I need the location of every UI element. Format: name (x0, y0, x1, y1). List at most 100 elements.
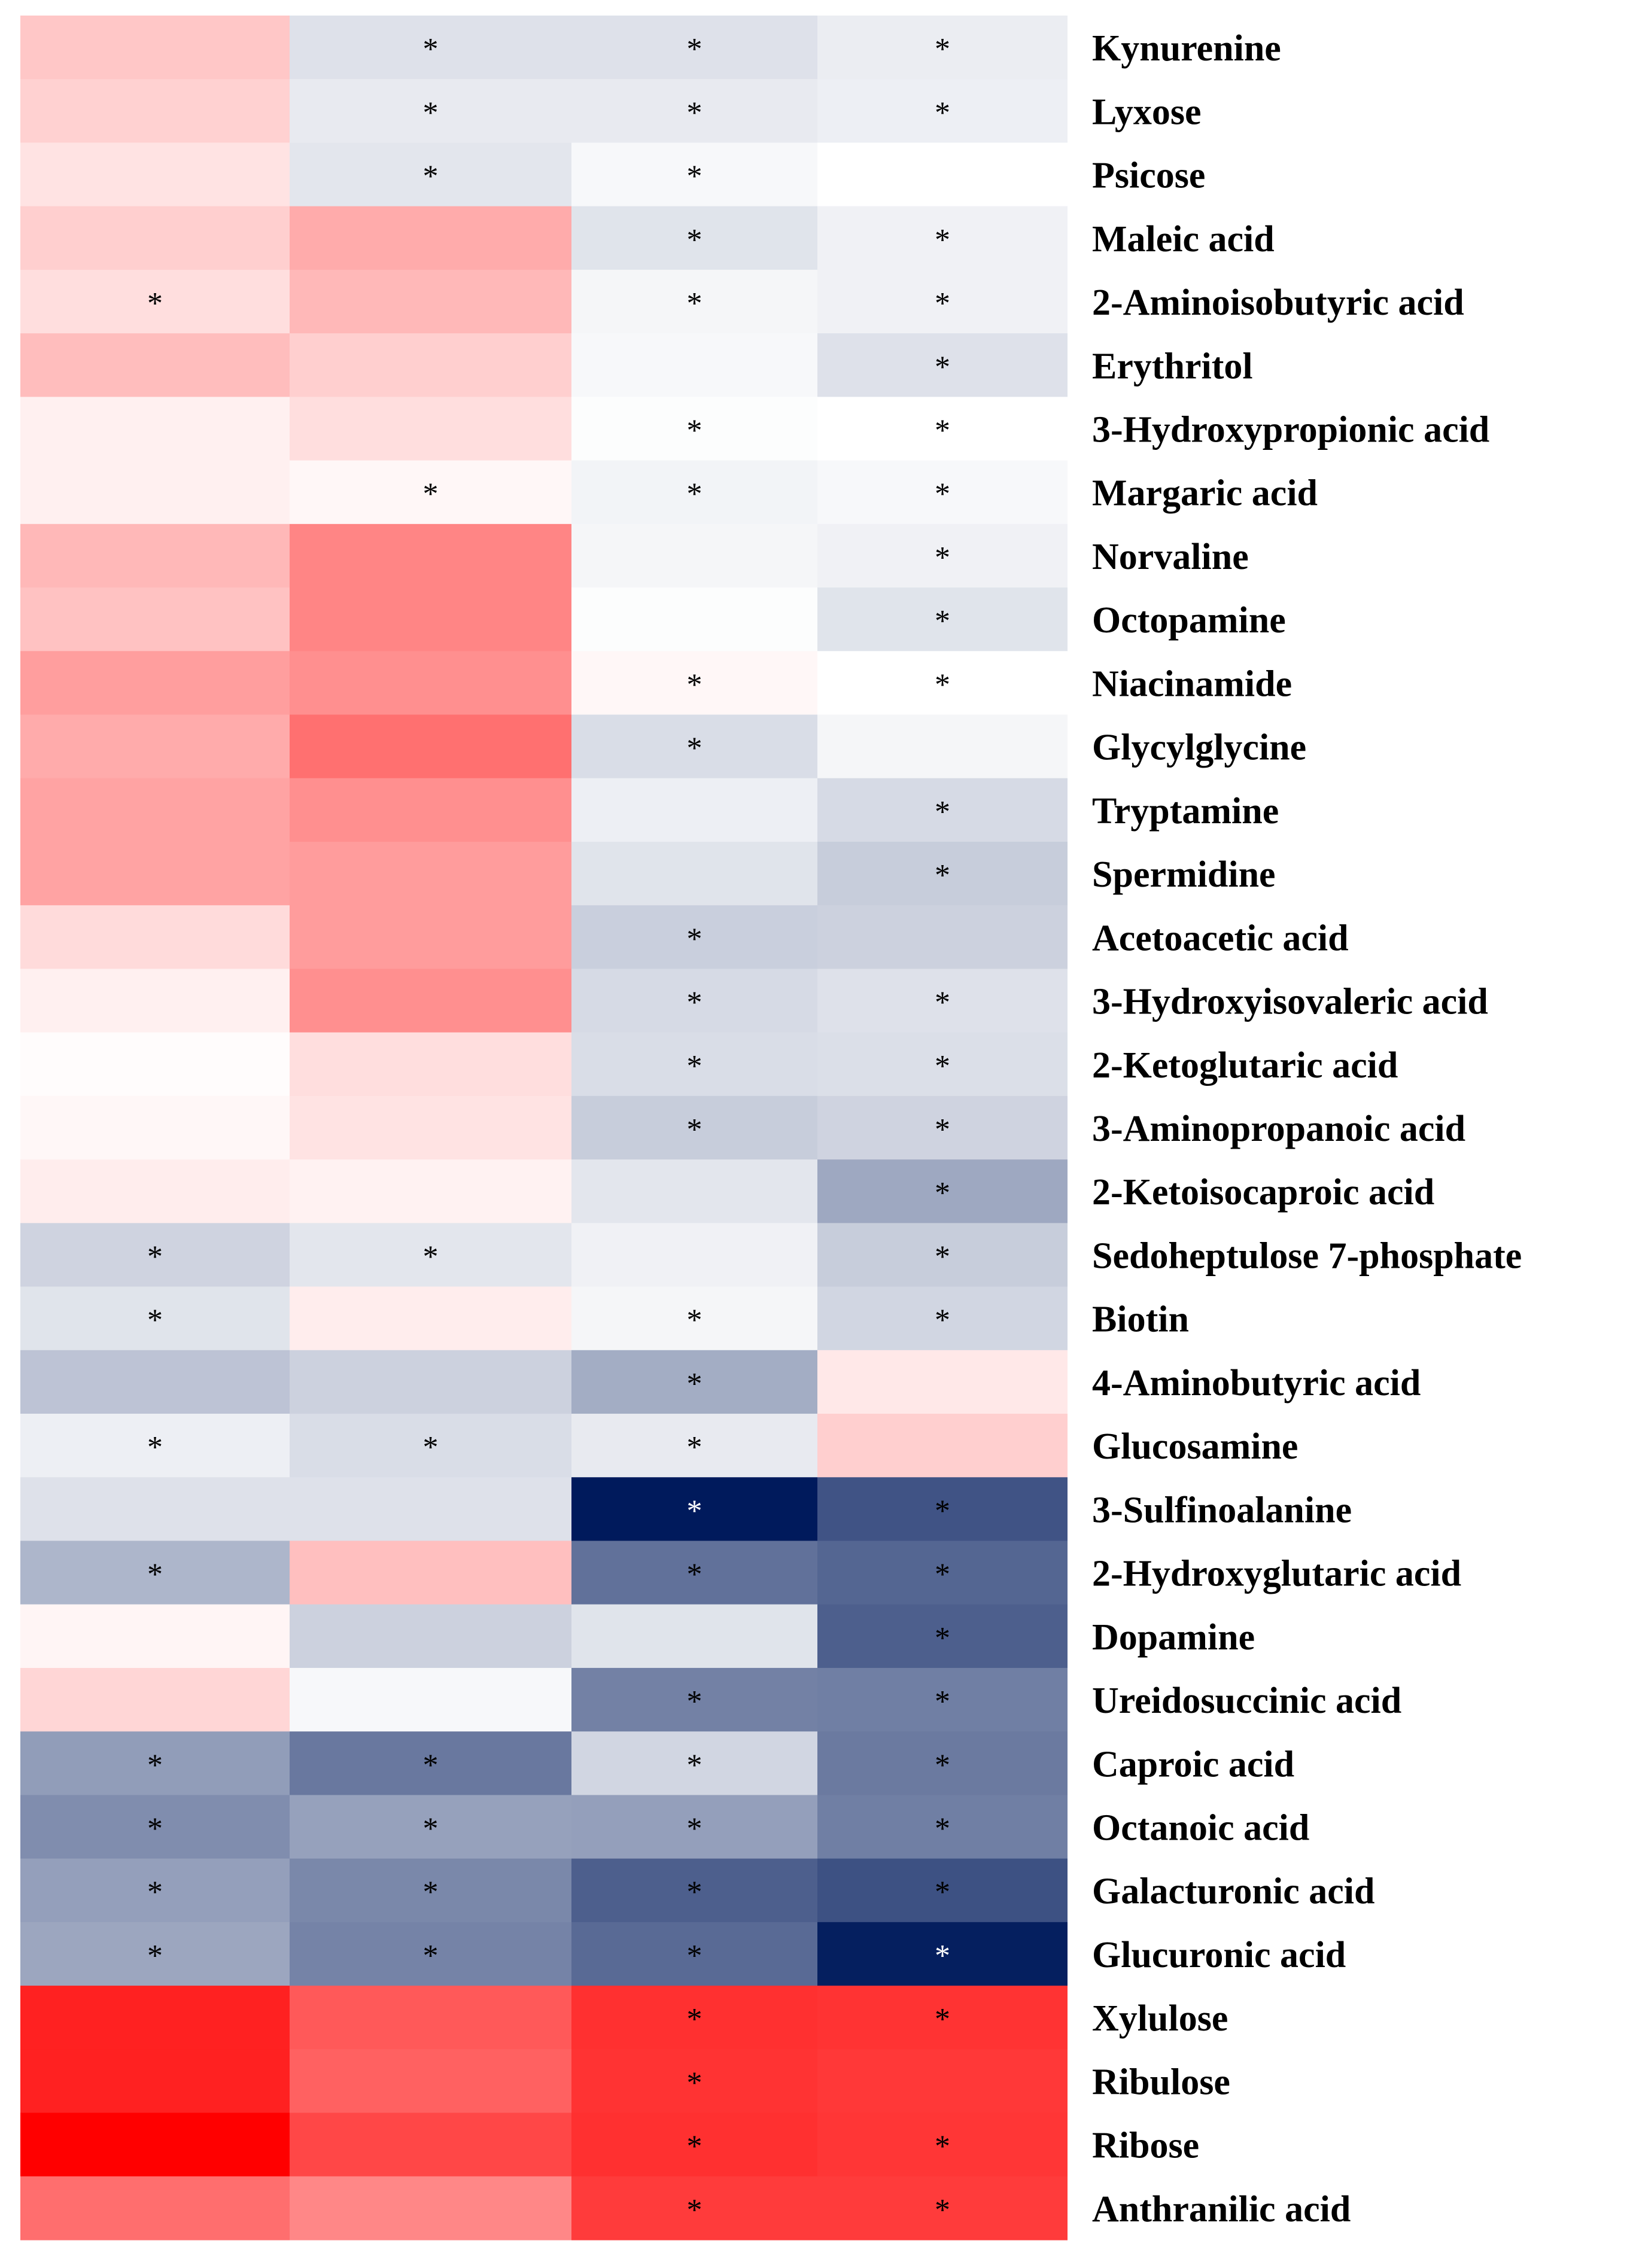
heatmap-cell (20, 79, 290, 144)
significance-marker: * (423, 32, 439, 66)
heatmap-cell (571, 1032, 817, 1097)
significance-marker: * (935, 1558, 950, 1592)
significance-marker: * (147, 1558, 163, 1592)
heatmap-cell (290, 269, 571, 334)
significance-marker: * (935, 1621, 950, 1655)
significance-marker: * (935, 287, 950, 321)
heatmap-cell (290, 2176, 571, 2240)
significance-marker: * (935, 604, 950, 638)
significance-marker: * (687, 1876, 703, 1910)
significance-marker: * (687, 732, 703, 766)
heatmap-cell (290, 523, 571, 588)
heatmap-cell (571, 523, 817, 588)
heatmap-cell (20, 2176, 290, 2240)
row-label: Biotin (1092, 1299, 1189, 1340)
heatmap-cell (571, 1414, 817, 1478)
heatmap-cell (571, 460, 817, 525)
heatmap-cell (20, 460, 290, 525)
row-label: Ribulose (1092, 2062, 1230, 2102)
heatmap-cell (290, 2049, 571, 2114)
significance-marker: * (935, 859, 950, 893)
heatmap-cell (290, 905, 571, 970)
row-label: Acetoacetic acid (1092, 918, 1349, 958)
heatmap-cell (290, 1922, 571, 1986)
heatmap-cell (817, 841, 1068, 906)
significance-marker: * (147, 1240, 163, 1274)
heatmap-cell (290, 1604, 571, 1669)
heatmap-cell (571, 333, 817, 397)
significance-marker: * (935, 477, 950, 512)
heatmap-cell (817, 1986, 1068, 2050)
heatmap-cell (817, 1477, 1068, 1542)
row-label: Glucuronic acid (1092, 1935, 1346, 1975)
heatmap-cell (817, 905, 1068, 970)
heatmap-cell (290, 2112, 571, 2177)
heatmap-cell (20, 16, 290, 80)
heatmap-cell (20, 1414, 290, 1478)
heatmap-cell (571, 1795, 817, 1859)
significance-marker: * (687, 477, 703, 512)
row-label: Glycylglycine (1092, 727, 1306, 768)
heatmap-cell (290, 1667, 571, 1732)
heatmap-cell (20, 1731, 290, 1795)
heatmap-cell (817, 397, 1068, 461)
heatmap-cell (817, 142, 1068, 207)
heatmap-cell (817, 2049, 1068, 2114)
heatmap-cell (290, 1159, 571, 1223)
heatmap-cell (817, 1541, 1068, 1605)
significance-marker: * (687, 2002, 703, 2036)
heatmap-cell (817, 333, 1068, 397)
heatmap-cell (290, 1858, 571, 1923)
significance-marker: * (935, 32, 950, 66)
significance-marker: * (935, 1876, 950, 1910)
heatmap-cell (20, 1604, 290, 1669)
heatmap-cell (817, 1032, 1068, 1097)
heatmap-cell (571, 1350, 817, 1414)
row-label: 3-Aminopropanoic acid (1092, 1109, 1465, 1149)
significance-marker: * (147, 1812, 163, 1846)
heatmap-cell (817, 714, 1068, 779)
heatmap-cell (290, 651, 571, 716)
row-label: Lyxose (1092, 92, 1202, 132)
significance-marker: * (935, 1494, 950, 1528)
significance-marker: * (935, 541, 950, 575)
heatmap-cell (20, 1223, 290, 1287)
row-label: Galacturonic acid (1092, 1871, 1374, 1912)
significance-marker: * (935, 1812, 950, 1846)
heatmap-cell (20, 1986, 290, 2050)
heatmap-cell (571, 79, 817, 144)
heatmap-cell (290, 142, 571, 207)
heatmap-cell (817, 1604, 1068, 1669)
heatmap-cell (817, 460, 1068, 525)
heatmap-cell (290, 16, 571, 80)
heatmap-cell (20, 841, 290, 906)
heatmap-cell (817, 1731, 1068, 1795)
heatmap-cell (571, 1159, 817, 1223)
heatmap-cell (817, 587, 1068, 652)
significance-marker: * (935, 413, 950, 447)
significance-marker: * (687, 287, 703, 321)
heatmap-cell (20, 1795, 290, 1859)
row-labels: Kynurenine Lyxose Psicose Maleic acid 2-Amin… (1092, 28, 1522, 2230)
heatmap-cell (20, 2049, 290, 2114)
heatmap-cell (571, 1604, 817, 1669)
row-label: 3-Hydroxyisovaleric acid (1092, 982, 1488, 1022)
heatmap-cell (20, 1477, 290, 1542)
row-label: Maleic acid (1092, 219, 1275, 260)
heatmap-cell (817, 969, 1068, 1033)
heatmap-cell (571, 2176, 817, 2240)
significance-marker: * (147, 1304, 163, 1338)
significance-marker: * (423, 160, 439, 194)
heatmap-cell (817, 2112, 1068, 2177)
heatmap-cell (817, 651, 1068, 716)
heatmap-cell (571, 587, 817, 652)
row-label: Glucosamine (1092, 1426, 1298, 1467)
heatmap-cell (817, 1795, 1068, 1859)
heatmap-cell (20, 1667, 290, 1732)
significance-marker: * (423, 1430, 439, 1465)
significance-marker: * (687, 986, 703, 1020)
heatmap-cell (571, 1731, 817, 1795)
heatmap-cell (817, 1922, 1068, 1986)
heatmap-cell (571, 206, 817, 270)
significance-marker: * (935, 1939, 950, 1973)
